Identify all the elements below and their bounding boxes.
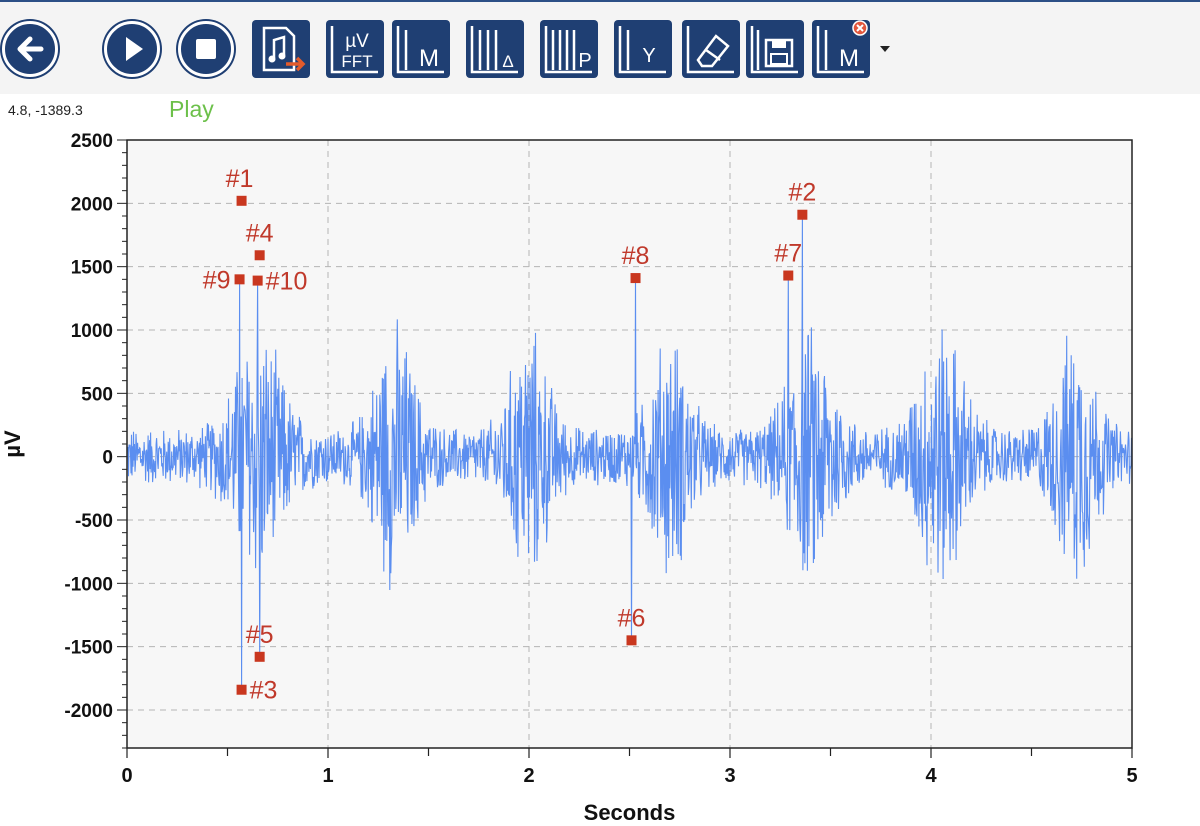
stop-button[interactable] [178, 21, 234, 77]
marker-point [630, 273, 641, 284]
y-tick-label: -1000 [64, 574, 113, 595]
y-tick-label: 1500 [71, 258, 113, 279]
floppy-disk-icon [750, 26, 798, 74]
y-tick-label: -500 [75, 511, 113, 532]
signal-trace [126, 214, 1133, 690]
marker-point [234, 274, 245, 285]
x-tick-label: 1 [322, 765, 333, 787]
caret-down-icon[interactable] [880, 46, 890, 52]
window-top-border [0, 0, 1200, 2]
y-scale-button[interactable]: Y [614, 20, 672, 78]
fft-icon-top-text: µV [345, 31, 369, 52]
tick-labels: 2500 2000 1500 1000 500 0 -500 -1000 -1500 -2000 0… [64, 131, 1137, 787]
marker-label: #7 [774, 240, 802, 268]
back-button[interactable] [2, 21, 58, 77]
marker-point [626, 635, 637, 646]
clear-markers-button[interactable]: M [812, 20, 870, 78]
y-axis-icon: Y [618, 26, 666, 74]
y-tick-label: 1000 [71, 321, 113, 342]
marker-label: #10 [266, 268, 308, 296]
play-icon [126, 37, 143, 61]
arrow-left-icon [17, 36, 44, 62]
x-tick-label: 3 [724, 765, 735, 787]
toolbar: µV FFT M Δ P [0, 2, 1200, 94]
fft-button[interactable]: µV FFT [326, 20, 384, 78]
delta-marker-button[interactable]: Δ [466, 20, 524, 78]
marker-button[interactable]: M [392, 20, 450, 78]
audio-export-button[interactable] [252, 20, 310, 78]
marker-point [252, 275, 263, 286]
y-tick-label: 500 [81, 384, 113, 405]
marker-point [254, 250, 265, 261]
play-button[interactable] [104, 21, 160, 77]
y-tick-label: 2500 [71, 131, 113, 152]
playback-status: Play [169, 96, 214, 122]
marker-label: #9 [203, 266, 231, 294]
marker-label: #1 [226, 165, 254, 193]
peak-marker-button[interactable]: P [540, 20, 598, 78]
marker-label: #5 [246, 621, 274, 649]
x-tick-label: 5 [1126, 765, 1137, 787]
marker-point [236, 195, 247, 206]
marker-point [254, 651, 265, 662]
music-file-icon [262, 26, 306, 72]
marker-label: #3 [250, 677, 278, 705]
cursor-coordinates-readout: 4.8, -1389.3 [8, 102, 83, 118]
x-tick-label: 4 [925, 765, 937, 787]
y-icon-text: Y [642, 45, 655, 67]
save-button[interactable] [746, 20, 804, 78]
y-tick-label: 0 [102, 448, 113, 469]
marker-m-clear-icon: M [816, 20, 868, 74]
marker-label: #6 [618, 604, 646, 632]
fft-icon-bottom-text: FFT [341, 52, 372, 71]
y-tick-label: -2000 [64, 701, 113, 722]
delta-icon-text: Δ [502, 52, 513, 71]
axes [117, 139, 1133, 758]
x-tick-label: 2 [523, 765, 534, 787]
emg-chart: #1 #2#3#4#5#6#7#8#9 #10 250020001500100050… [0, 131, 1138, 825]
x-axis-label: Seconds [584, 800, 676, 825]
peak-marker-icon: P [544, 26, 592, 74]
fft-icon: µV FFT [330, 26, 378, 74]
y-axis-label: µV [0, 430, 25, 458]
peak-icon-text: P [578, 50, 591, 72]
y-tick-label: 2000 [71, 194, 113, 215]
marker-point [236, 684, 247, 695]
marker-layer: #1 #2 #3 #4 #5 #6 #7 #8 #9 #10 [203, 165, 817, 705]
eraser-icon [686, 26, 734, 74]
y-tick-label: -1500 [64, 638, 113, 659]
marker-icon-text: M [419, 45, 439, 72]
marker-label: #4 [246, 219, 274, 247]
stop-icon [196, 39, 216, 59]
marker-label: #2 [788, 179, 816, 207]
delta-marker-icon: Δ [470, 26, 518, 74]
signal-layer [126, 214, 1133, 690]
marker-label: #8 [622, 242, 650, 270]
x-tick-label: 0 [121, 765, 132, 787]
marker-point [797, 209, 808, 220]
marker-m-icon: M [396, 26, 444, 74]
eraser-button[interactable] [682, 20, 740, 78]
marker-point [783, 270, 794, 281]
clear-marker-icon-text: M [839, 45, 859, 72]
